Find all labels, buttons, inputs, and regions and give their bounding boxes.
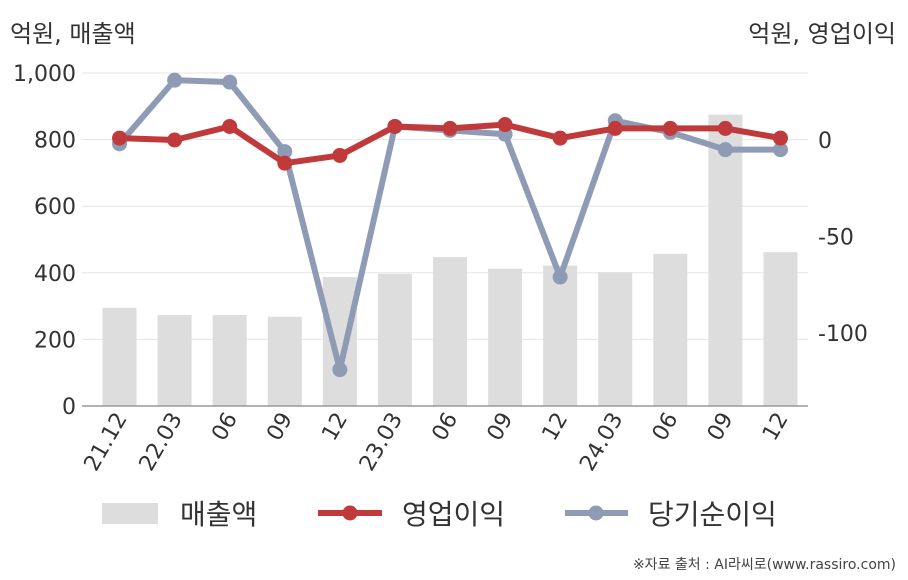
y-left-tick-label: 800 — [34, 129, 76, 154]
right-axis-unit-label: 억원, 영업이익 — [748, 20, 896, 48]
bar-revenue — [267, 316, 302, 406]
x-tick-label: 06 — [648, 409, 684, 446]
line-layer — [112, 72, 788, 378]
bar-layer — [102, 114, 798, 406]
y-right-tick-label: 0 — [818, 129, 832, 154]
y-left-tick-label: 0 — [62, 395, 76, 420]
y-left-tick-label: 600 — [34, 195, 76, 220]
bar-revenue — [653, 253, 688, 406]
x-tick-label: 24.03 — [575, 409, 628, 476]
x-tick-label: 09 — [262, 409, 298, 446]
point-operating-profit — [387, 118, 403, 134]
point-operating-profit — [167, 132, 183, 148]
point-net-income — [772, 142, 788, 158]
bar-revenue — [488, 268, 523, 406]
legend-marker-net-income — [588, 505, 604, 521]
bar-revenue — [708, 114, 743, 406]
legend-marker-operating-profit — [342, 505, 358, 521]
bar-revenue — [212, 315, 247, 406]
left-axis-unit-label: 억원, 매출액 — [10, 20, 136, 48]
point-operating-profit — [717, 120, 733, 136]
y-right-tick-label: -50 — [818, 226, 854, 251]
x-tick-label: 22.03 — [135, 409, 188, 476]
legend: 매출액 영업이익 당기순이익 — [102, 498, 777, 531]
bar-revenue — [102, 307, 137, 406]
bar-revenue — [433, 257, 467, 406]
point-operating-profit — [497, 117, 513, 133]
point-operating-profit — [772, 130, 788, 146]
point-net-income — [277, 144, 293, 160]
point-operating-profit — [332, 147, 348, 163]
y-right-tick-label: -100 — [818, 322, 868, 347]
point-operating-profit — [607, 120, 623, 136]
legend-swatch-revenue — [102, 503, 158, 524]
x-tick-label: 12 — [538, 409, 574, 446]
source-note: ※자료 출처 : AI라씨로(www.rassiro.com) — [632, 557, 896, 573]
bar-revenue — [598, 272, 633, 406]
x-tick-label: 06 — [207, 409, 243, 446]
legend-label-net-income: 당기순이익 — [648, 498, 777, 531]
x-tick-label: 12 — [758, 409, 794, 446]
bar-revenue — [543, 265, 578, 406]
bar-revenue — [157, 315, 192, 406]
x-tick-label: 21.12 — [80, 409, 133, 476]
bar-revenue — [377, 273, 412, 406]
point-net-income — [222, 74, 238, 90]
x-tick-label: 09 — [483, 409, 519, 446]
point-operating-profit — [552, 130, 568, 146]
legend-label-operating-profit: 영업이익 — [402, 498, 505, 531]
point-net-income — [717, 142, 733, 158]
point-net-income — [552, 269, 568, 285]
y-left-tick-label: 400 — [34, 262, 76, 287]
x-tick-label: 23.03 — [355, 409, 408, 476]
point-operating-profit — [222, 118, 238, 134]
x-tick-label: 06 — [428, 409, 464, 446]
x-tick-label: 12 — [317, 409, 353, 446]
point-operating-profit — [112, 130, 128, 146]
point-net-income — [167, 72, 183, 88]
point-net-income — [332, 362, 348, 378]
point-operating-profit — [442, 120, 458, 136]
y-left-tick-label: 1,000 — [13, 62, 76, 87]
bar-revenue — [763, 252, 798, 406]
bar-revenue — [322, 277, 357, 406]
legend-label-revenue: 매출액 — [180, 498, 257, 531]
point-operating-profit — [277, 155, 293, 171]
x-tick-label: 09 — [703, 409, 739, 446]
point-operating-profit — [662, 120, 678, 136]
y-left-tick-label: 200 — [34, 328, 76, 353]
